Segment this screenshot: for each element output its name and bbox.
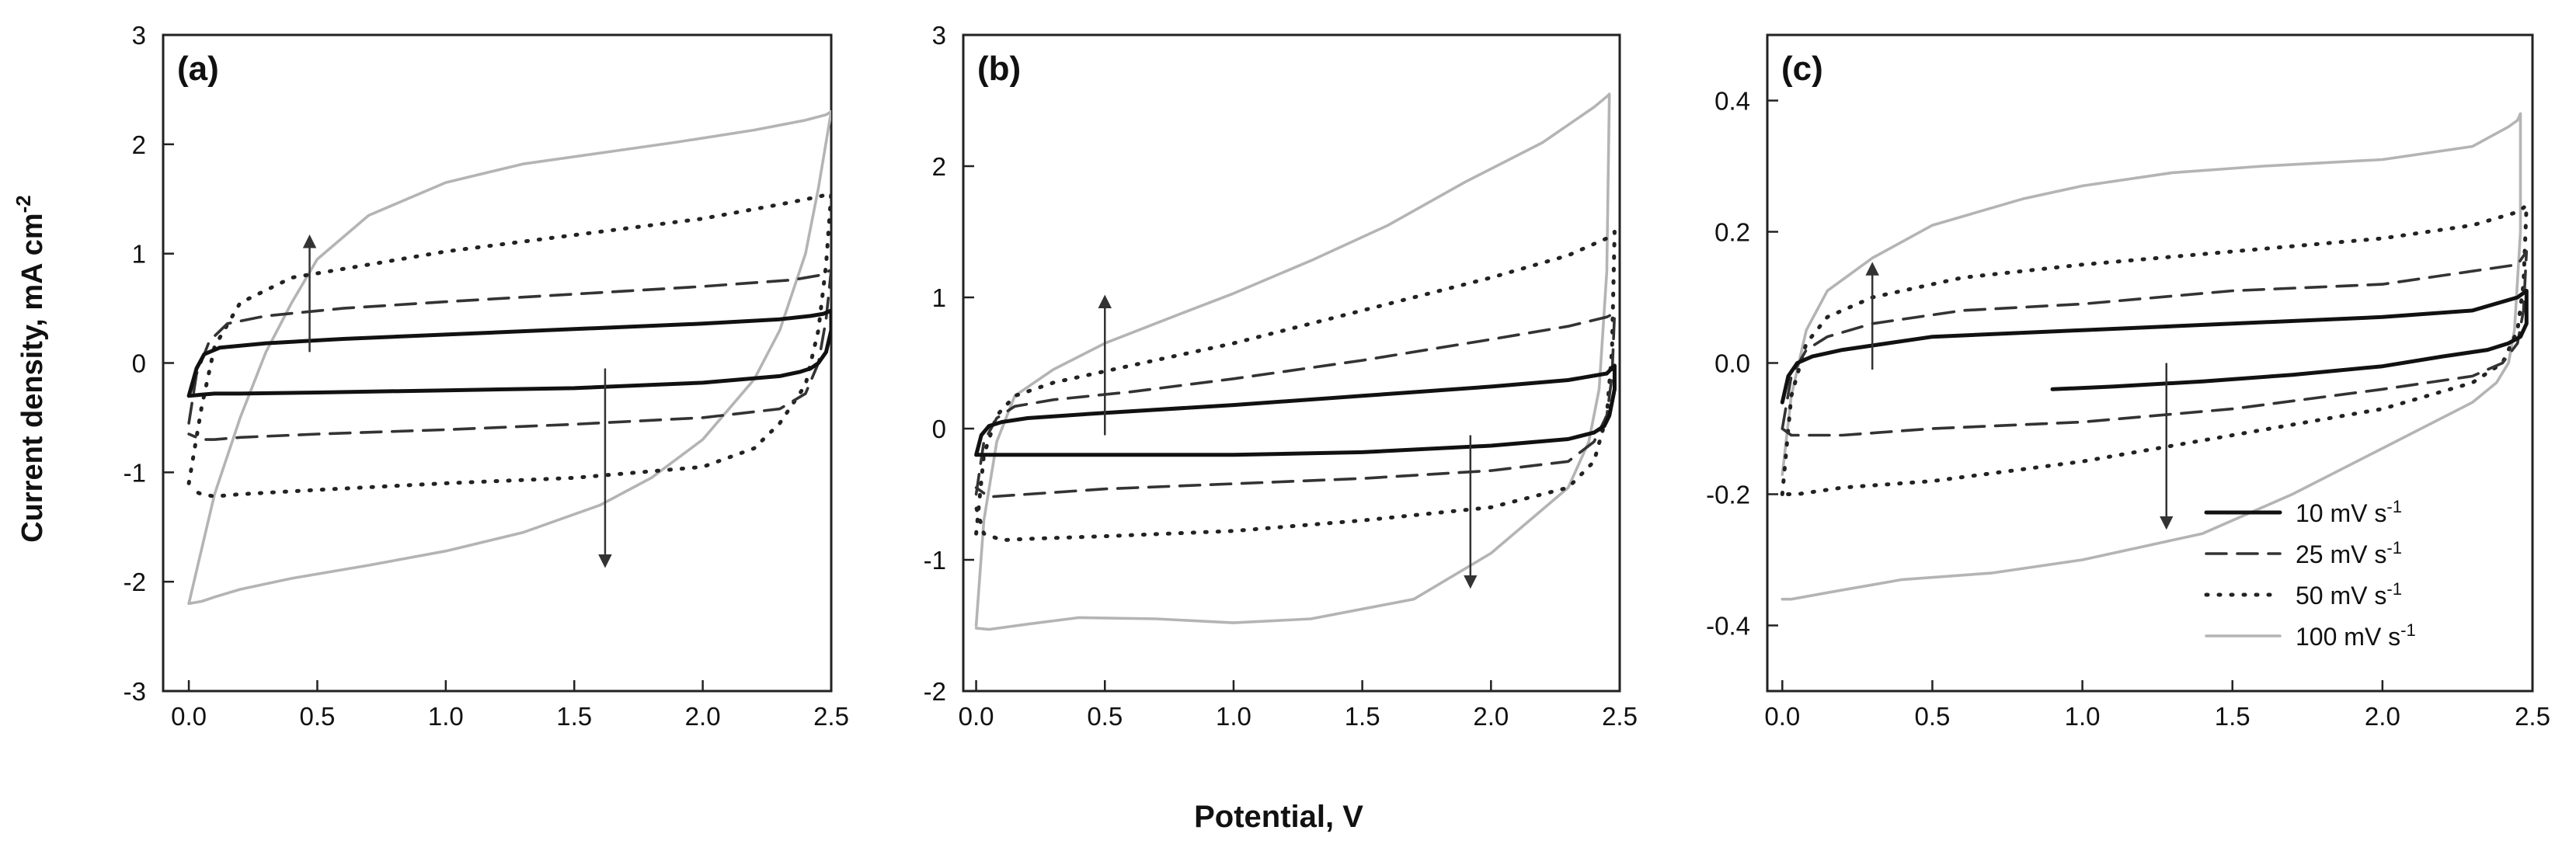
legend-label: 50 mV s-1 (2296, 579, 2402, 610)
y-tick-label: 2 (932, 152, 946, 181)
legend-label-sup: -1 (2400, 620, 2416, 640)
x-tick-label: 0.0 (171, 702, 207, 731)
y-tick-label: 0.0 (1714, 349, 1750, 378)
panel-label: (a) (177, 50, 219, 88)
x-tick-label: 1.0 (1216, 702, 1251, 731)
series-line-50-mv (974, 230, 1617, 543)
x-tick-label: 1.5 (2215, 702, 2251, 731)
y-tick-label: 0 (932, 415, 946, 443)
panel-label: (c) (1781, 50, 1823, 88)
series-line-25-mv (974, 311, 1617, 498)
y-tick-label: -0.4 (1706, 612, 1750, 641)
legend-label-sup: -1 (2386, 538, 2402, 558)
series-line-50-mv (1780, 203, 2529, 496)
legend-label: 100 mV s-1 (2296, 620, 2416, 651)
x-tick-label: 2.0 (1473, 702, 1509, 731)
y-tick-label: -3 (124, 677, 146, 706)
x-axis-title: Potential, V (1194, 800, 1363, 834)
x-tick-label: 0.5 (300, 702, 336, 731)
legend-label-main: 10 mV s (2296, 499, 2386, 527)
x-tick-label: 2.5 (813, 702, 849, 731)
plot-frame (962, 33, 1621, 693)
legend-label-main: 50 mV s (2296, 582, 2386, 610)
legend-label-sup: -1 (2386, 497, 2402, 516)
y-tick-label: 0.4 (1714, 87, 1750, 116)
series-group (1780, 112, 2529, 601)
y-tick-label: -2 (124, 568, 146, 596)
x-tick-label: 2.5 (2515, 702, 2550, 731)
y-tick-label: 0.2 (1714, 218, 1750, 247)
panel-label: (b) (977, 50, 1021, 88)
panel-2: 0.0 0.5 1.0 1.5 2.0 2.5 -2 -1 0 1 2 3 (b) (924, 21, 1638, 731)
y-tick-label: 0 (132, 349, 146, 378)
y-tick-label: 3 (932, 21, 946, 50)
series-line-100-mv (1781, 112, 2522, 601)
y-axis-title-sup: -2 (12, 195, 35, 213)
legend-label-main: 25 mV s (2296, 540, 2386, 568)
y-tick-label: -1 (924, 546, 946, 575)
series-line-100-mv (187, 109, 831, 606)
x-tick-label: 2.5 (1602, 702, 1638, 731)
x-tick-label: 2.0 (2365, 702, 2400, 731)
y-tick-label: 1 (132, 240, 146, 269)
x-tick-label: 0.5 (1915, 702, 1951, 731)
panels: 0.0 0.5 1.0 1.5 2.0 2.5 -3 -2 -1 0 1 2 3 (a) 0.0 0.5 1.0… (124, 21, 2550, 731)
plot-frame (1766, 33, 2534, 693)
y-tick-label: 3 (132, 21, 146, 50)
x-tick-label: 0.0 (1764, 702, 1800, 731)
y-tick-label: -2 (924, 677, 946, 706)
series-line-10-mv (186, 308, 831, 398)
y-tick-label: 2 (132, 130, 146, 159)
series-line-10-mv (974, 363, 1617, 457)
x-tick-label: 1.5 (556, 702, 592, 731)
legend-label-sup: -1 (2386, 579, 2402, 599)
x-tick-label: 1.0 (428, 702, 464, 731)
x-tick-label: 2.0 (685, 702, 721, 731)
y-tick-label: 1 (932, 283, 946, 312)
series-group (186, 109, 831, 606)
x-tick-label: 1.0 (2065, 702, 2101, 731)
y-tick-label: -1 (124, 458, 146, 487)
series-line-10-mv (1780, 289, 2529, 405)
y-axis-title: Current density, mA cm-2 (12, 195, 49, 543)
y-tick-label: -0.2 (1706, 481, 1750, 509)
legend-label: 25 mV s-1 (2296, 538, 2402, 569)
series-line-25-mv (1781, 250, 2529, 437)
series-line-100-mv (974, 92, 1611, 631)
x-tick-label: 0.5 (1087, 702, 1123, 731)
panel-1: 0.0 0.5 1.0 1.5 2.0 2.5 -3 -2 -1 0 1 2 3 (a) (124, 21, 849, 731)
y-axis-title-main: Current density, mA cm (16, 213, 49, 542)
series-line-50-mv (186, 191, 831, 498)
x-tick-label: 0.0 (959, 702, 994, 731)
legend-label: 10 mV s-1 (2296, 497, 2402, 528)
x-tick-label: 1.5 (1345, 702, 1380, 731)
series-line-25-mv (187, 269, 831, 441)
series-group (974, 92, 1617, 631)
panel-3: 0.0 0.5 1.0 1.5 2.0 2.5 -0.4 -0.2 0.0 0.2 0.4 (c) 10… (1706, 33, 2550, 731)
legend-label-main: 100 mV s (2296, 623, 2400, 651)
